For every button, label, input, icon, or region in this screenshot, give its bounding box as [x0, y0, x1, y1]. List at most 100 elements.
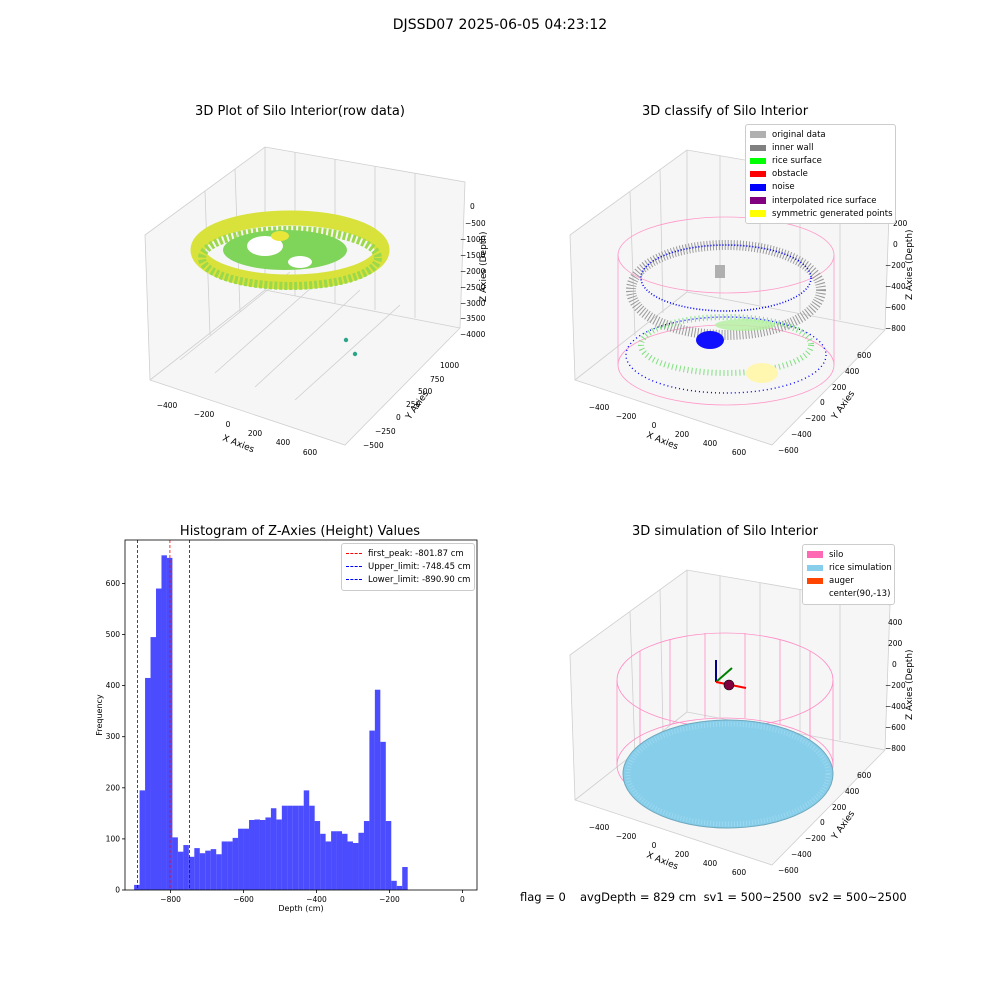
legend-label: Lower_limit: -890.90 cm	[368, 574, 471, 585]
legend-label: silo	[829, 549, 844, 560]
simulation-y-axis-label: Y Axies	[830, 809, 858, 842]
histogram-bar	[259, 820, 266, 890]
histogram-bar	[363, 821, 370, 890]
raw-ztick: −2000	[460, 267, 486, 276]
simulation-auger	[715, 660, 747, 691]
raw-ztick: −3500	[460, 314, 486, 323]
simulation-xtick: 200	[675, 850, 690, 859]
figure-title: DJSSD07 2025-06-05 04:23:12	[392, 17, 608, 33]
raw-ytick: 0	[396, 413, 401, 422]
classify-point-cloud	[617, 216, 835, 406]
histogram-bar	[199, 853, 206, 890]
raw-xtick: 600	[303, 448, 318, 457]
legend-label: obstacle	[772, 169, 808, 180]
simulation-xtick: 0	[652, 841, 657, 850]
simulation-3d-plot: −400 −200 0 200 400 600 600 400 200 0 −2…	[569, 569, 915, 877]
simulation-ztick: 0	[892, 660, 897, 669]
classify-ytick: 0	[820, 398, 825, 407]
classify-ytick: −400	[791, 430, 812, 439]
classify-ztick: 0	[893, 240, 898, 249]
simulation-ytick: −200	[805, 834, 826, 843]
legend-label: rice surface	[772, 155, 822, 166]
histogram-bar	[325, 841, 332, 890]
depth-stats: avgDepth = 829 cm sv1 = 500~2500 sv2 = 5…	[580, 890, 907, 904]
histogram-y-tick-label: 400	[106, 681, 121, 690]
raw-xtick: 400	[276, 438, 291, 447]
histogram-bar	[385, 821, 392, 890]
histogram-bar	[265, 817, 271, 890]
histogram-bar	[243, 828, 250, 890]
histogram-x-ticks: −800 −600 −400 −200 0	[160, 890, 465, 904]
histogram-bar	[156, 588, 162, 890]
legend-entry: obstacle	[750, 168, 891, 181]
classify-ztick: 200	[893, 219, 908, 228]
legend-label: auger	[829, 575, 854, 586]
simulation-plot-title: 3D simulation of Silo Interior	[632, 524, 818, 539]
legend-label: symmetric generated points	[772, 208, 893, 219]
legend-line-swatch	[346, 566, 362, 568]
raw-ytick: 1000	[440, 361, 459, 370]
histogram-bar	[281, 805, 288, 890]
legend-swatch	[807, 577, 823, 585]
histogram-x-axis-label: Depth (cm)	[278, 904, 323, 913]
histogram-bar	[177, 851, 184, 890]
histogram-bar	[227, 841, 233, 890]
raw-point-cloud	[190, 210, 390, 357]
histogram-legend: first_peak: -801.87 cm Upper_limit: -748…	[341, 543, 475, 591]
legend-label: inner wall	[772, 142, 814, 153]
histogram-bar	[336, 831, 343, 890]
histogram-bar	[238, 828, 244, 890]
raw-ztick: −1500	[460, 251, 486, 260]
legend-swatch	[750, 210, 766, 217]
simulation-rice-texture	[625, 721, 831, 827]
histogram-y-tick-label: 0	[115, 886, 120, 895]
histogram-bar	[172, 837, 178, 890]
classify-ztick: −600	[885, 303, 906, 312]
simulation-ytick: 400	[845, 787, 860, 796]
histogram-bar	[303, 790, 310, 890]
raw-z-axis-label: Z Axies (Depth)	[479, 231, 489, 302]
simulation-z-axis-label: Z Axies (Depth)	[905, 649, 915, 720]
histogram-bar	[374, 689, 381, 890]
simulation-rice-surface	[622, 719, 834, 829]
histogram-bar	[161, 555, 167, 890]
histogram-title: Histogram of Z-Axies (Height) Values	[179, 524, 421, 539]
histogram-y-tick-label: 200	[106, 783, 121, 792]
histogram-bar	[183, 845, 189, 890]
legend-label: noise	[772, 182, 795, 193]
histogram-bar	[150, 637, 157, 890]
simulation-xtick: 600	[732, 868, 747, 877]
legend-line-swatch	[346, 579, 362, 581]
histogram-bar	[391, 880, 397, 890]
raw-ytick: 500	[418, 387, 433, 396]
simulation-xtick: −400	[589, 823, 610, 832]
histogram-bar	[216, 854, 222, 890]
raw-xtick: −200	[194, 410, 215, 419]
legend-entry: auger	[807, 574, 890, 587]
legend-entry: noise	[750, 181, 891, 194]
histogram-bar	[194, 848, 200, 890]
legend-swatch	[807, 551, 823, 558]
raw-ytick: 250	[406, 400, 421, 409]
classify-3d-plot: −400 −200 0 200 400 600 600 400 200 0 −2…	[569, 149, 915, 457]
histogram-bar	[221, 841, 228, 890]
simulation-ztick: 400	[888, 618, 903, 627]
histogram-y-tick-label: 500	[106, 630, 121, 639]
raw-3d-plot: −400 −200 0 200 400 600 1000 750 500 250…	[144, 146, 489, 457]
classify-ytick: −200	[805, 414, 826, 423]
raw-ytick: −500	[363, 441, 384, 450]
histogram-bar	[134, 884, 140, 890]
histogram-x-tick-label: −600	[233, 895, 254, 904]
raw-ztick: −4000	[460, 330, 486, 339]
histogram-x-tick-label: −400	[306, 895, 327, 904]
histogram-x-tick-label: −800	[160, 895, 181, 904]
legend-swatch	[750, 144, 766, 152]
legend-swatch	[750, 131, 766, 138]
histogram-bar	[166, 557, 173, 890]
classify-ytick: −600	[778, 446, 799, 455]
legend-label: original data	[772, 129, 826, 140]
histogram-bar	[249, 820, 255, 890]
histogram-y-tick-label: 300	[106, 732, 121, 741]
histogram-bar	[358, 832, 364, 890]
simulation-xtick: 400	[703, 859, 718, 868]
